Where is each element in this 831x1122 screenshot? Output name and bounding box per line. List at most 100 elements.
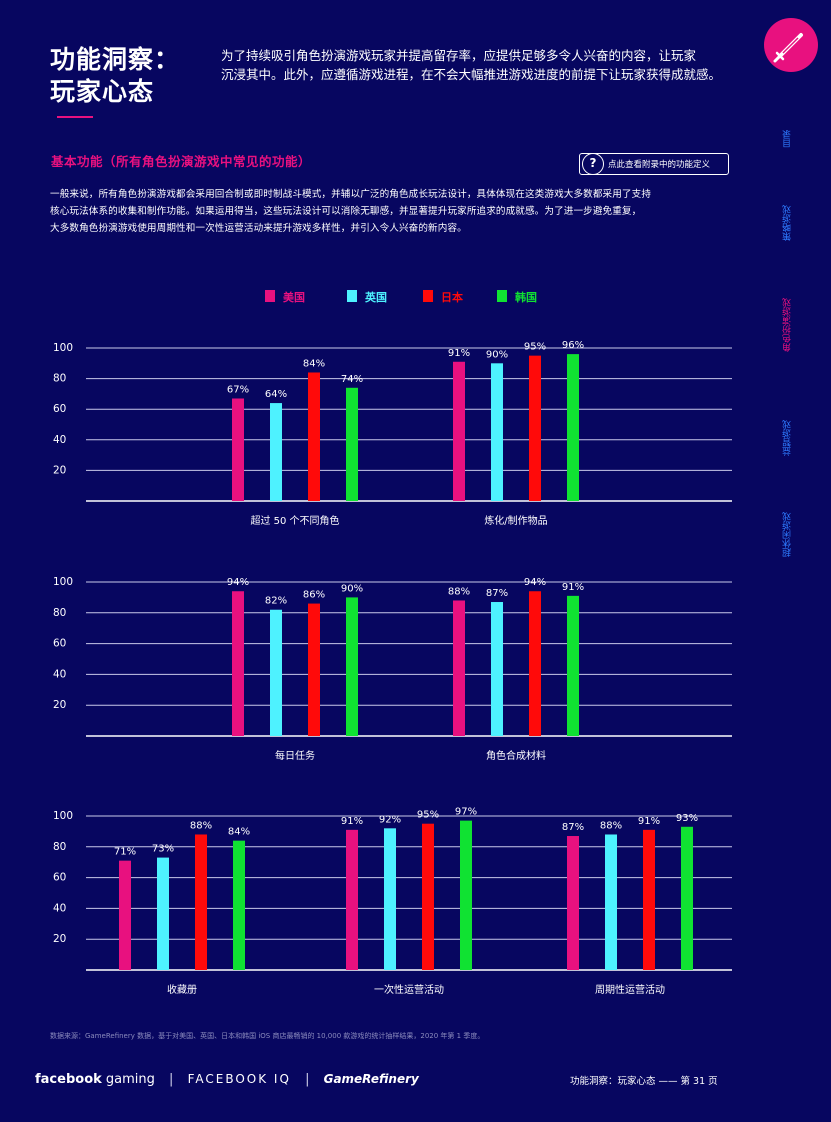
bar-0-1-3 <box>567 354 579 501</box>
y-tick-label: 100 <box>53 810 73 822</box>
facebook-iq-logo: FACEBOOK IQ <box>187 1072 291 1086</box>
bar-0-0-0 <box>232 398 244 501</box>
chart-legend: 美国 英国 日本 韩国 <box>0 289 831 309</box>
bar-0-0-2 <box>308 372 320 501</box>
y-tick-label: 60 <box>53 872 66 884</box>
legend-swatch <box>423 290 433 302</box>
data-label: 91% <box>638 816 660 827</box>
legend-swatch <box>497 290 507 302</box>
footer-separator: | <box>169 1072 174 1087</box>
intro-line: 沉浸其中。此外，应遵循游戏进程，在不会大幅推进游戏进度的前提下让玩家获得成就感。 <box>221 67 722 82</box>
bar-1-0-2 <box>308 603 320 736</box>
data-label: 90% <box>341 583 363 594</box>
data-label: 84% <box>228 827 250 838</box>
category-label: 一次性运营活动 <box>374 983 444 996</box>
bar-0-0-3 <box>346 387 358 501</box>
bar-0-1-2 <box>529 355 541 501</box>
data-label: 88% <box>190 820 212 831</box>
page-number: 功能洞察：玩家心态 —— 第 31 页 <box>570 1076 718 1087</box>
bar-2-2-1 <box>605 834 617 970</box>
data-label: 86% <box>303 590 325 601</box>
footer-brands: facebook gaming | FACEBOOK IQ | GameRefi… <box>35 1072 419 1087</box>
y-tick-label: 100 <box>53 576 73 588</box>
legend-label: 美国 <box>283 291 305 304</box>
category-label: 炼化/制作物品 <box>484 514 547 527</box>
body-line: 核心玩法体系的收集和制作功能。如果运用得当，这些玩法设计可以消除无聊感，并显著提… <box>50 206 642 217</box>
data-label: 87% <box>486 588 508 599</box>
bar-2-0-2 <box>195 834 207 970</box>
bar-2-0-0 <box>119 860 131 970</box>
legend-item-kr: 韩国 <box>497 289 537 305</box>
category-label: 角色合成材料 <box>486 749 546 762</box>
y-tick-label: 80 <box>53 841 66 853</box>
data-label: 94% <box>524 577 546 588</box>
bar-2-1-1 <box>384 828 396 970</box>
data-label: 73% <box>152 844 174 855</box>
sword-icon <box>773 33 803 63</box>
y-tick-label: 40 <box>53 668 66 680</box>
bar-0-1-1 <box>491 363 503 501</box>
bar-2-0-1 <box>157 857 169 970</box>
legend-item-uk: 英国 <box>347 289 387 305</box>
bar-1-0-3 <box>346 597 358 736</box>
y-tick-label: 20 <box>53 464 66 476</box>
bar-2-2-2 <box>643 829 655 970</box>
data-label: 84% <box>303 358 325 369</box>
bar-1-1-2 <box>529 591 541 736</box>
y-tick-label: 40 <box>53 902 66 914</box>
data-label: 92% <box>379 814 401 825</box>
footer-separator: | <box>305 1072 310 1087</box>
bar-1-1-0 <box>453 600 465 736</box>
gamerefinery-logo: GameRefinery <box>323 1072 419 1086</box>
title-underline <box>57 116 93 118</box>
facebook-logo: facebook <box>35 1072 102 1087</box>
section-title: 基本功能（所有角色扮演游戏中常见的功能） <box>51 154 312 169</box>
glossary-link-button[interactable]: ? 点此查看附录中的功能定义 <box>579 153 729 175</box>
data-label: 88% <box>448 586 470 597</box>
data-label: 94% <box>227 577 249 588</box>
sword-badge <box>764 18 818 72</box>
y-tick-label: 20 <box>53 699 66 711</box>
bar-1-0-1 <box>270 609 282 736</box>
body-line: 大多数角色扮演游戏使用周期性和一次性运营活动来提升游戏多样性，并引入令人兴奋的新… <box>50 223 467 234</box>
y-tick-label: 80 <box>53 607 66 619</box>
data-label: 91% <box>562 582 584 593</box>
bar-2-1-3 <box>460 820 472 970</box>
bar-1-1-1 <box>491 602 503 736</box>
category-label: 超过 50 个不同角色 <box>250 514 339 527</box>
section-body: 一般来说，所有角色扮演游戏都会采用回合制或即时制战斗模式，并辅以广泛的角色成长玩… <box>50 186 740 237</box>
data-label: 87% <box>562 822 584 833</box>
bar-2-1-0 <box>346 829 358 970</box>
bar-2-2-3 <box>681 826 693 970</box>
category-label: 周期性运营活动 <box>595 983 665 996</box>
page-title-line2: 玩家心态 <box>50 77 155 106</box>
data-label: 91% <box>448 348 470 359</box>
legend-item-us: 美国 <box>265 289 305 305</box>
intro-line: 为了持续吸引角色扮演游戏玩家并提高留存率，应提供足够多令人兴奋的内容，让玩家 <box>221 48 697 63</box>
legend-swatch <box>265 290 275 302</box>
data-label: 67% <box>227 384 249 395</box>
legend-label: 英国 <box>365 291 387 304</box>
data-label: 95% <box>524 342 546 353</box>
bar-0-1-0 <box>453 361 465 501</box>
y-tick-label: 20 <box>53 933 66 945</box>
y-tick-label: 60 <box>53 638 66 650</box>
gaming-logo: gaming <box>105 1072 155 1087</box>
legend-label: 日本 <box>441 291 463 304</box>
data-label: 91% <box>341 816 363 827</box>
legend-item-jp: 日本 <box>423 289 463 305</box>
data-label: 88% <box>600 820 622 831</box>
y-tick-label: 100 <box>53 342 73 354</box>
data-label: 71% <box>114 847 136 858</box>
page-title-line1: 功能洞察： <box>50 45 181 74</box>
data-label: 90% <box>486 349 508 360</box>
data-label: 82% <box>265 596 287 607</box>
bar-1-1-3 <box>567 595 579 736</box>
data-label: 93% <box>676 813 698 824</box>
data-label: 96% <box>562 340 584 351</box>
data-label: 97% <box>455 807 477 818</box>
bar-2-1-2 <box>422 823 434 970</box>
category-label: 收藏册 <box>167 983 197 996</box>
y-tick-label: 40 <box>53 434 66 446</box>
